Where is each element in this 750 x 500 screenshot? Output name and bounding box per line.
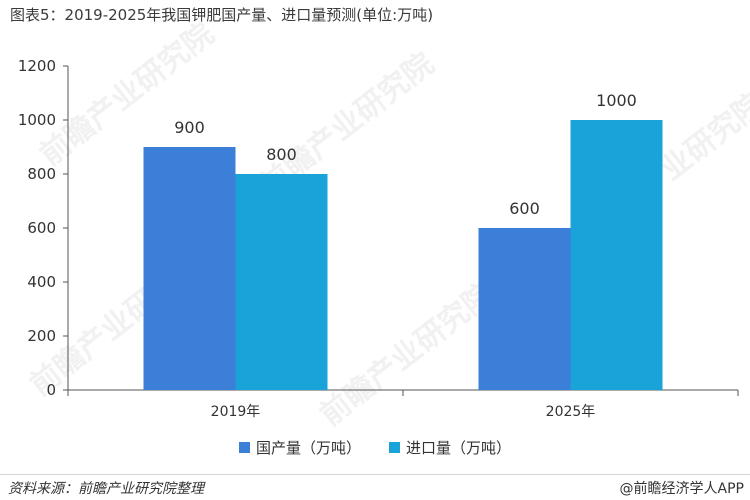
legend-swatch-domestic (238, 442, 250, 453)
y-tick-label: 800 (27, 165, 56, 183)
chart-title: 图表5：2019-2025年我国钾肥国产量、进口量预测(单位:万吨) (10, 6, 434, 24)
legend-item-imports: 进口量（万吨） (389, 437, 511, 458)
data-label: 900 (174, 118, 205, 137)
y-tick-label: 600 (27, 219, 56, 237)
bar-chart: 0 200 400 600 800 1000 1200 2019年 900 800 2025年 600… (18, 57, 739, 420)
legend-label-domestic: 国产量（万吨） (255, 439, 361, 457)
source-note: 资料来源：前瞻产业研究院整理 (8, 481, 204, 497)
y-tick-label: 400 (27, 273, 56, 291)
data-label: 600 (509, 199, 540, 218)
y-tick-label: 1000 (18, 111, 56, 129)
data-label: 800 (266, 145, 297, 164)
legend-item-domestic: 国产量（万吨） (238, 437, 361, 458)
x-tick-label: 2019年 (211, 404, 261, 420)
bar (235, 174, 328, 390)
data-label: 1000 (596, 91, 637, 110)
legend-swatch-imports (389, 442, 400, 453)
credit-note: @前瞻经济学人APP (619, 481, 744, 497)
legend-label-imports: 进口量（万吨） (406, 439, 512, 457)
y-tick-label: 1200 (18, 57, 56, 75)
bar (570, 120, 663, 390)
bar (478, 228, 571, 390)
y-tick-label: 200 (27, 327, 56, 345)
chart-legend: 国产量（万吨） 进口量（万吨） (0, 437, 750, 458)
bar (143, 147, 236, 390)
y-tick-label: 0 (46, 381, 56, 399)
x-tick-label: 2025年 (546, 404, 596, 420)
footer-divider (0, 474, 750, 475)
